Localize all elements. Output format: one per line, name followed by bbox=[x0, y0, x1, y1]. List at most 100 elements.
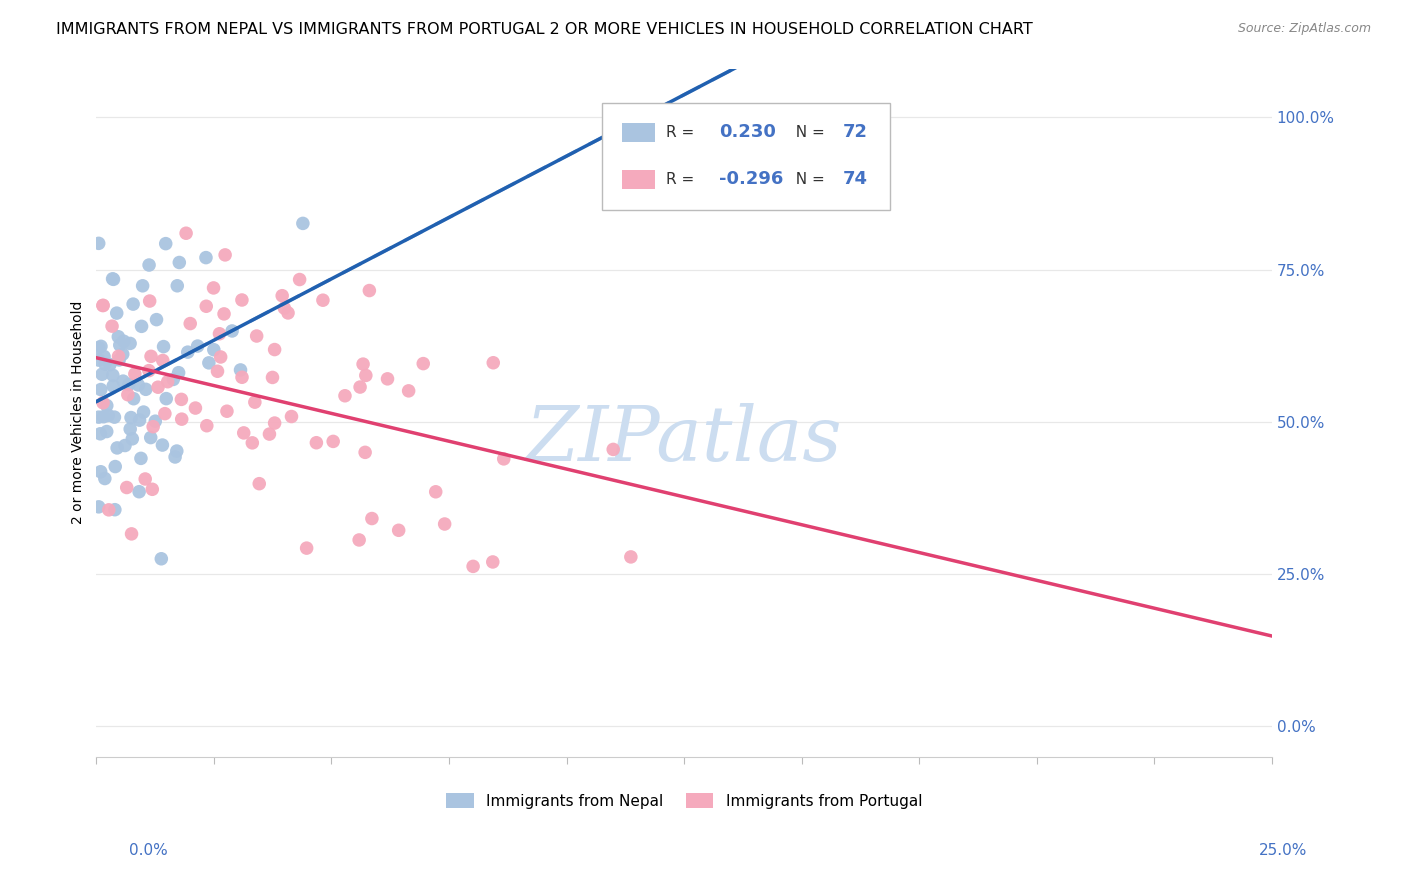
Point bbox=[96, 425, 118, 439]
Point bbox=[198, 356, 221, 370]
Point bbox=[87, 500, 110, 514]
Point bbox=[398, 384, 420, 398]
Point bbox=[347, 533, 370, 547]
FancyBboxPatch shape bbox=[621, 169, 655, 189]
Point bbox=[143, 414, 166, 428]
Point bbox=[91, 298, 114, 312]
Point bbox=[207, 364, 229, 378]
Point bbox=[135, 382, 157, 396]
Point bbox=[104, 502, 127, 516]
Point bbox=[90, 339, 112, 353]
Point bbox=[263, 416, 285, 430]
Point bbox=[152, 340, 174, 354]
Point bbox=[333, 389, 356, 403]
Point bbox=[107, 349, 129, 363]
Point bbox=[91, 396, 114, 410]
Point bbox=[312, 293, 335, 308]
Point bbox=[184, 401, 207, 415]
Point bbox=[153, 407, 176, 421]
Point bbox=[187, 339, 209, 353]
Point bbox=[138, 258, 160, 272]
Point bbox=[169, 255, 191, 269]
Point bbox=[177, 345, 200, 359]
Point bbox=[131, 278, 153, 293]
Point bbox=[98, 358, 121, 372]
Point bbox=[152, 353, 174, 368]
Point bbox=[103, 272, 125, 286]
Point bbox=[209, 350, 232, 364]
Text: 74: 74 bbox=[842, 170, 868, 188]
Text: 72: 72 bbox=[842, 123, 868, 141]
Point bbox=[105, 441, 128, 455]
Text: IMMIGRANTS FROM NEPAL VS IMMIGRANTS FROM PORTUGAL 2 OR MORE VEHICLES IN HOUSEHOL: IMMIGRANTS FROM NEPAL VS IMMIGRANTS FROM… bbox=[56, 22, 1033, 37]
Point bbox=[246, 329, 269, 343]
Point bbox=[280, 409, 302, 424]
Point bbox=[120, 422, 142, 436]
Point bbox=[107, 330, 129, 344]
Point bbox=[305, 435, 328, 450]
Point bbox=[170, 392, 193, 407]
Point bbox=[433, 516, 456, 531]
Point bbox=[361, 511, 384, 525]
Point bbox=[90, 383, 112, 397]
Point bbox=[139, 349, 162, 363]
Point bbox=[221, 324, 243, 338]
Text: N =: N = bbox=[786, 125, 830, 140]
Point bbox=[152, 438, 174, 452]
Point bbox=[138, 364, 160, 378]
Point bbox=[202, 343, 225, 357]
Point bbox=[94, 471, 117, 485]
Point bbox=[141, 483, 163, 497]
Point bbox=[91, 368, 114, 382]
Point bbox=[352, 357, 374, 371]
Point bbox=[87, 236, 110, 251]
Point bbox=[132, 405, 155, 419]
Point bbox=[263, 343, 285, 357]
Point bbox=[215, 404, 238, 418]
Point bbox=[124, 367, 146, 381]
Point bbox=[114, 438, 136, 452]
Point bbox=[131, 319, 153, 334]
Point bbox=[120, 410, 142, 425]
Point bbox=[277, 306, 299, 320]
Point bbox=[127, 378, 149, 392]
Point bbox=[155, 236, 177, 251]
Point bbox=[354, 368, 377, 383]
Point bbox=[115, 481, 138, 495]
Point bbox=[155, 392, 177, 406]
Point bbox=[240, 435, 263, 450]
Point bbox=[96, 399, 118, 413]
Point bbox=[359, 284, 381, 298]
Point bbox=[170, 412, 193, 426]
Text: R =: R = bbox=[666, 125, 704, 140]
Point bbox=[166, 444, 188, 458]
Point bbox=[91, 299, 114, 313]
Point bbox=[377, 372, 399, 386]
Point bbox=[349, 380, 371, 394]
Point bbox=[271, 289, 294, 303]
Text: ZIPatlas: ZIPatlas bbox=[526, 403, 842, 477]
Point bbox=[97, 409, 120, 423]
Point bbox=[273, 301, 295, 315]
Point bbox=[108, 338, 131, 352]
Point bbox=[145, 312, 167, 326]
Point bbox=[602, 442, 624, 457]
Point bbox=[174, 226, 197, 240]
Point bbox=[481, 555, 503, 569]
Text: Source: ZipAtlas.com: Source: ZipAtlas.com bbox=[1237, 22, 1371, 36]
Point bbox=[87, 410, 110, 425]
Point bbox=[195, 299, 218, 313]
Point bbox=[150, 551, 173, 566]
Point bbox=[117, 387, 139, 401]
Point bbox=[105, 306, 128, 320]
Point bbox=[162, 372, 184, 386]
Point bbox=[194, 251, 217, 265]
Point bbox=[167, 366, 190, 380]
Text: R =: R = bbox=[666, 172, 700, 186]
Point bbox=[354, 445, 377, 459]
FancyBboxPatch shape bbox=[602, 103, 890, 210]
Point bbox=[259, 427, 281, 442]
Point bbox=[156, 375, 179, 389]
Point bbox=[87, 341, 110, 355]
FancyBboxPatch shape bbox=[621, 123, 655, 142]
